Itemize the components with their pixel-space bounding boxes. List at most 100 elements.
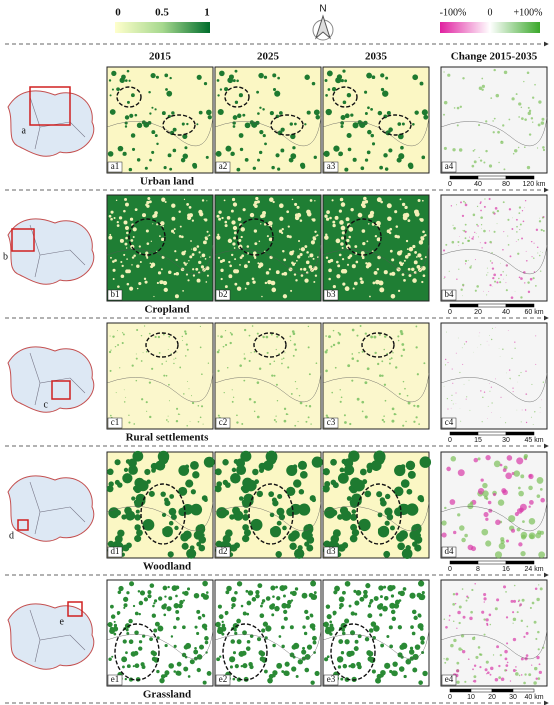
land-patch	[231, 603, 236, 608]
land-patch	[446, 398, 448, 400]
land-patch	[140, 334, 143, 337]
land-patch	[218, 217, 222, 221]
land-patch	[217, 626, 222, 632]
land-patch	[481, 77, 484, 80]
land-patch	[517, 252, 520, 255]
land-patch	[139, 590, 146, 596]
land-patch	[281, 670, 285, 673]
land-patch	[493, 460, 501, 468]
land-patch	[291, 250, 295, 253]
land-patch	[168, 663, 174, 669]
land-patch	[148, 332, 151, 335]
land-patch	[532, 423, 534, 425]
land-patch	[243, 328, 247, 332]
land-patch	[275, 585, 278, 589]
land-patch	[134, 630, 139, 636]
land-patch	[477, 457, 481, 461]
scale-label: 120 km	[523, 181, 546, 188]
land-patch	[480, 390, 482, 392]
land-patch	[330, 509, 338, 516]
row-title: Grassland	[143, 689, 191, 701]
land-patch	[529, 606, 532, 609]
land-patch	[364, 490, 372, 498]
land-patch	[346, 132, 352, 139]
land-patch	[374, 626, 379, 631]
land-patch	[168, 507, 177, 516]
scale-label: 8	[476, 566, 480, 573]
land-patch	[297, 659, 303, 665]
land-patch	[538, 551, 546, 559]
land-patch	[309, 253, 314, 258]
land-patch	[145, 251, 149, 255]
land-patch	[386, 635, 390, 639]
land-patch	[108, 79, 112, 82]
land-patch	[339, 389, 341, 391]
land-patch	[134, 514, 141, 521]
scale-label: 0	[448, 694, 452, 701]
region-outline	[7, 346, 95, 413]
land-patch	[536, 246, 539, 249]
land-patch	[389, 358, 391, 360]
land-patch	[488, 383, 490, 385]
land-patch	[363, 196, 367, 201]
land-patch	[243, 529, 252, 537]
land-patch	[243, 509, 248, 514]
land-patch	[348, 226, 354, 232]
land-patch	[367, 222, 370, 225]
land-patch	[306, 535, 315, 544]
land-patch	[261, 599, 266, 603]
land-patch	[162, 527, 167, 532]
land-patch	[524, 118, 527, 121]
land-patch	[231, 400, 234, 403]
land-patch	[223, 509, 230, 516]
land-patch	[215, 150, 222, 157]
land-patch	[416, 264, 421, 269]
land-patch	[138, 612, 141, 616]
land-patch	[312, 627, 316, 631]
land-patch	[473, 457, 479, 463]
land-patch	[342, 69, 346, 73]
land-patch	[123, 220, 128, 225]
land-patch	[365, 262, 368, 265]
scale-label: 40	[474, 181, 482, 188]
land-patch	[514, 291, 516, 292]
land-patch	[109, 94, 112, 97]
land-patch	[175, 357, 177, 359]
land-patch	[198, 110, 203, 115]
land-patch	[198, 260, 202, 264]
land-patch	[367, 604, 372, 608]
panel-label: d2	[219, 546, 228, 556]
map-panel	[440, 322, 548, 430]
land-patch	[263, 223, 267, 226]
land-patch	[375, 280, 380, 285]
land-patch	[518, 116, 520, 118]
land-patch	[188, 388, 190, 390]
land-patch	[238, 93, 243, 98]
locator-label: d	[9, 530, 14, 541]
land-patch	[508, 208, 512, 211]
land-patch	[242, 611, 247, 616]
land-patch	[133, 423, 136, 425]
land-patch	[231, 389, 233, 391]
boundary-line	[440, 244, 548, 275]
land-patch	[173, 272, 177, 276]
land-patch	[153, 602, 156, 605]
land-patch	[402, 587, 407, 591]
land-patch	[363, 589, 368, 595]
land-patch	[329, 620, 333, 624]
land-patch	[492, 120, 494, 122]
land-patch	[473, 675, 477, 679]
land-patch	[371, 142, 376, 146]
land-patch	[175, 258, 178, 262]
land-patch	[296, 205, 300, 209]
land-patch	[115, 199, 118, 202]
land-patch	[302, 646, 306, 650]
scale-segment	[470, 688, 493, 693]
land-patch	[364, 90, 368, 94]
district-lines	[29, 96, 86, 150]
land-patch	[264, 281, 268, 285]
land-patch	[365, 583, 371, 589]
land-patch	[386, 110, 391, 116]
land-patch	[451, 394, 453, 396]
land-patch	[337, 264, 341, 268]
